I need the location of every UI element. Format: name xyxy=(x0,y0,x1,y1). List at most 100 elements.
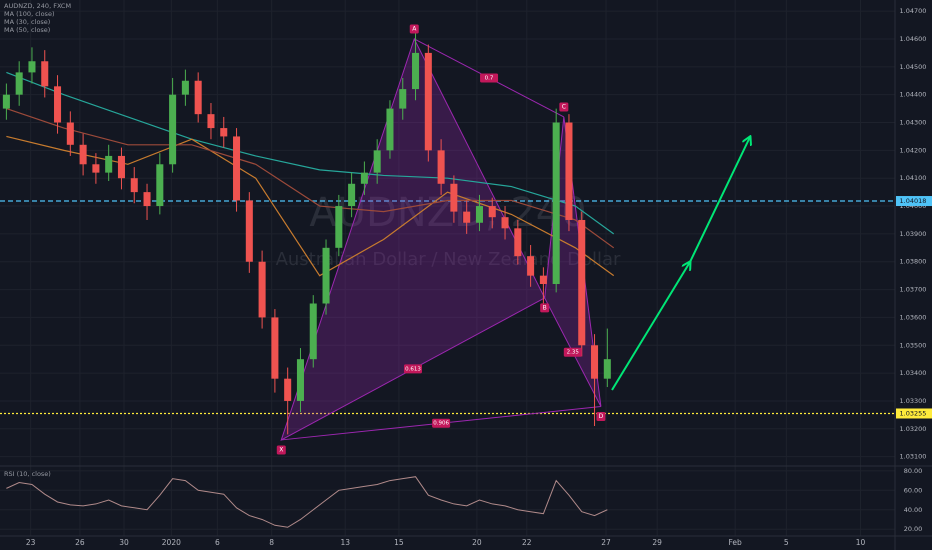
candle-body xyxy=(475,206,483,223)
legend-entry: MA (30, close) xyxy=(4,18,50,26)
candle-body xyxy=(66,122,74,145)
candle-body xyxy=(194,80,202,115)
y-tick-label: 1.04600 xyxy=(900,35,927,43)
pattern-point-label: B xyxy=(543,304,547,311)
rsi-tick-label: 60.00 xyxy=(904,486,923,494)
x-tick-label: Feb xyxy=(729,538,743,547)
candle-body xyxy=(373,150,381,173)
candle-body xyxy=(450,183,458,212)
price-label-bg xyxy=(896,408,932,419)
y-tick-label: 1.04300 xyxy=(900,119,927,127)
legend: AUDNZD, 240, FXCM RSI (10, close) xyxy=(4,2,71,478)
candle-body xyxy=(552,122,560,285)
candle-body xyxy=(296,359,304,401)
candle-body xyxy=(424,52,432,151)
moving-average xyxy=(6,108,615,249)
y-tick-label: 1.04200 xyxy=(900,146,927,154)
ratio-label: 0.613 xyxy=(405,366,421,372)
candle-body xyxy=(79,144,87,165)
candle-body xyxy=(41,61,49,87)
y-tick-label: 1.04000 xyxy=(900,202,927,210)
y-tick-label: 1.03900 xyxy=(900,230,927,238)
projection-arrows xyxy=(611,137,750,391)
pattern-point-label-bg xyxy=(559,102,569,112)
candle-body xyxy=(527,256,535,276)
candle-body xyxy=(220,128,228,137)
pattern-point-label-bg xyxy=(409,24,419,34)
arrow xyxy=(611,262,690,391)
watermark-symbol: AUDNZD, 240 xyxy=(309,190,586,236)
arrow xyxy=(689,137,750,263)
rsi-tick-label: 80.00 xyxy=(904,467,923,475)
pattern-point-label: A xyxy=(412,25,417,32)
y-tick-label: 1.03300 xyxy=(900,397,927,405)
watermark-description: Australian Dollar / New Zealand Dollar xyxy=(276,249,621,270)
rsi-title: RSI (10, close) xyxy=(4,470,51,478)
y-tick-label: 1.04100 xyxy=(900,174,927,182)
candle-body xyxy=(271,317,279,379)
y-tick-label: 1.03600 xyxy=(900,313,927,321)
candle-body xyxy=(28,61,36,73)
rsi-tick-label: 40.00 xyxy=(904,506,923,514)
y-tick-label: 1.03800 xyxy=(900,258,927,266)
x-tick-label: 29 xyxy=(652,538,662,547)
y-tick-label: 1.03100 xyxy=(900,453,927,461)
y-tick-label: 1.04700 xyxy=(900,7,927,15)
candle-body xyxy=(156,164,164,207)
candle-body xyxy=(335,206,343,248)
ratio-label-bg xyxy=(432,418,451,428)
pattern-point-label-bg xyxy=(596,412,606,422)
candle-body xyxy=(15,72,23,95)
rsi-tick-label: 20.00 xyxy=(904,525,923,533)
candle-body xyxy=(54,86,62,123)
candle-body xyxy=(603,359,611,379)
x-tick-label: 26 xyxy=(75,538,85,547)
candle-body xyxy=(437,150,445,184)
candle-body xyxy=(105,155,113,173)
ratio-label-bg xyxy=(480,73,499,83)
x-tick-label: 22 xyxy=(522,538,532,547)
candle-body xyxy=(245,200,253,262)
pattern-point-label-bg xyxy=(540,303,550,313)
y-tick-label: 1.03200 xyxy=(900,425,927,433)
candle-body xyxy=(591,345,599,379)
grid xyxy=(0,0,895,536)
candle-body xyxy=(233,136,241,201)
candle-body xyxy=(169,94,177,165)
ratio-label: 0.7 xyxy=(485,75,494,81)
x-tick-label: 13 xyxy=(340,538,350,547)
candle-body xyxy=(501,217,509,229)
pattern-point-label: X xyxy=(279,446,283,453)
candle-body xyxy=(514,228,522,257)
candle-body xyxy=(578,219,586,346)
candle-body xyxy=(565,122,573,220)
candle-body xyxy=(322,247,330,304)
x-tick-label: 27 xyxy=(601,538,611,547)
ratio-label: 0.906 xyxy=(433,421,449,427)
candle-body xyxy=(399,89,407,109)
candle-body xyxy=(181,80,189,95)
y-tick-label: 1.03500 xyxy=(900,341,927,349)
candle-body xyxy=(412,52,420,90)
candle-body xyxy=(258,261,266,318)
candle-body xyxy=(488,206,496,218)
legend-entry: MA (100, close) xyxy=(4,10,54,18)
plot: X A B C D 0.7 0.613 0.906 2.35 xyxy=(0,24,895,528)
price-label-bg xyxy=(896,196,932,207)
moving-average xyxy=(6,71,615,235)
candle-body xyxy=(284,378,292,401)
x-tick-label: 6 xyxy=(215,538,220,547)
candle-body xyxy=(348,183,356,207)
y-tick-label: 1.04400 xyxy=(900,91,927,99)
candle-body xyxy=(309,303,317,360)
y-tick-label: 1.04500 xyxy=(900,63,927,71)
price-label: 1.04018 xyxy=(900,197,927,205)
legend-entry: MA (50, close) xyxy=(4,26,50,34)
candle-body xyxy=(117,155,125,179)
x-tick-label: 30 xyxy=(119,538,129,547)
x-tick-label: 5 xyxy=(784,538,789,547)
ratio-label-bg xyxy=(403,364,422,374)
candle-body xyxy=(360,172,368,184)
